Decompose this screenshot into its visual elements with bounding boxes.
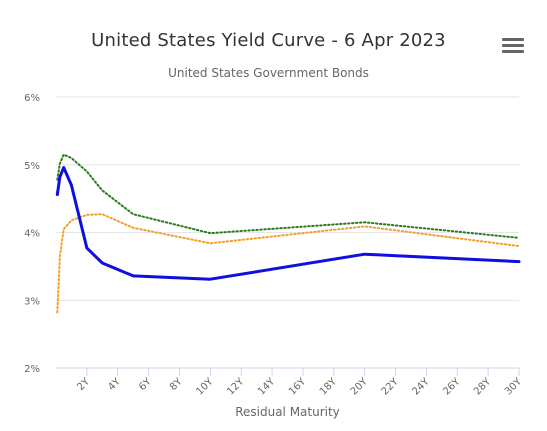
grid-lines	[56, 96, 519, 369]
y-tick-label: 5%	[24, 161, 40, 172]
x-tick-label: 24Y	[410, 376, 432, 398]
y-axis: 2% 3% 4% 5% 6%	[24, 93, 40, 375]
chart-subtitle: United States Government Bonds	[168, 66, 369, 80]
x-tick-label: 8Y	[168, 376, 185, 393]
x-tick-label: 26Y	[441, 376, 463, 398]
x-tick-label: 14Y	[256, 376, 278, 398]
chart-title: United States Yield Curve - 6 Apr 2023	[91, 30, 446, 51]
x-tick-label: 28Y	[472, 376, 494, 398]
y-tick-label: 4%	[24, 229, 40, 240]
y-tick-label: 6%	[24, 93, 40, 104]
series-lines	[55, 153, 521, 314]
x-tick-label: 12Y	[225, 376, 247, 398]
series-line-2[interactable]	[56, 213, 520, 314]
x-tick-label: 30Y	[503, 376, 525, 398]
x-tick-label: 18Y	[318, 376, 340, 398]
series-line-1[interactable]	[56, 153, 520, 239]
series-line-3[interactable]	[55, 166, 521, 281]
x-tick-label: 10Y	[194, 376, 216, 398]
x-axis: 2Y 4Y 6Y 8Y 10Y 12Y 14Y 16Y 18Y 20Y 22Y 24Y 26Y 28Y 30…	[56, 367, 525, 398]
x-tick-label: 20Y	[349, 376, 371, 398]
x-tick-label: 22Y	[380, 376, 402, 398]
x-tick-label: 6Y	[137, 376, 154, 393]
x-tick-label: 16Y	[287, 376, 309, 398]
x-tick-label: 4Y	[106, 376, 123, 393]
y-tick-label: 2%	[24, 364, 40, 375]
hamburger-menu-icon[interactable]	[502, 38, 524, 56]
x-axis-title: Residual Maturity	[235, 405, 340, 419]
y-tick-label: 3%	[24, 296, 40, 307]
x-tick-label: 2Y	[75, 376, 92, 393]
